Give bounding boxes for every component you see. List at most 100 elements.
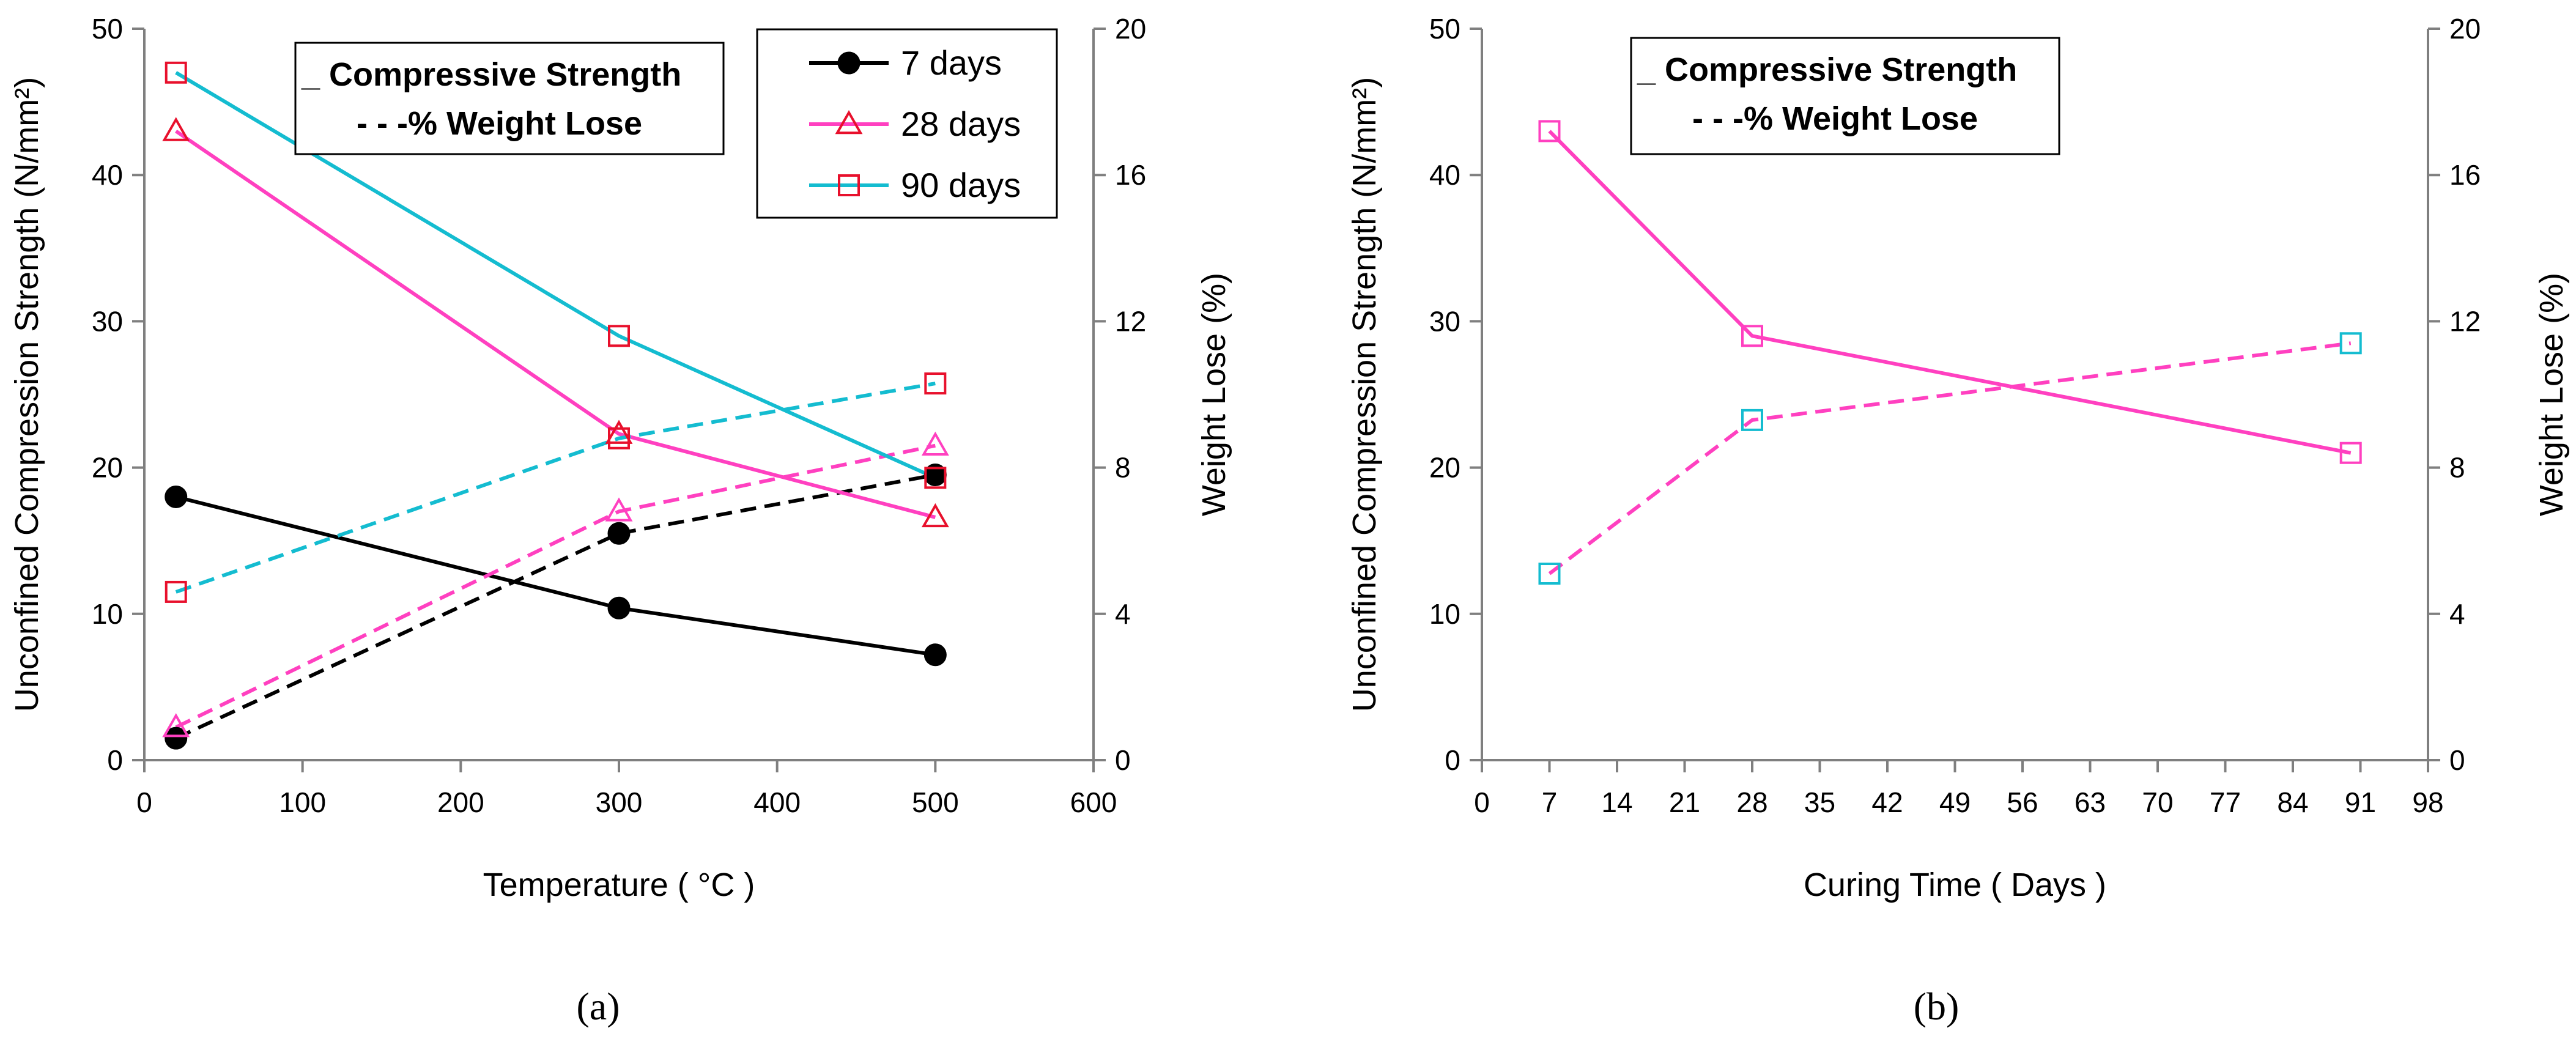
x-tick-label: 0 (1474, 786, 1490, 818)
right-y-tick-label: 8 (2449, 452, 2465, 484)
x-tick-label: 56 (2007, 786, 2038, 818)
right-y-tick-label: 16 (1115, 159, 1146, 191)
style-legend-dashed: - - -% Weight Lose (1692, 100, 1978, 137)
right-y-tick-label: 0 (1115, 744, 1131, 776)
x-tick-label: 21 (1669, 786, 1700, 818)
data-point (2339, 332, 2362, 355)
x-tick-label: 100 (279, 786, 326, 818)
left-y-tick-label: 30 (1429, 305, 1460, 337)
left-y-tick-label: 0 (107, 744, 123, 776)
style-legend-solid: _ Compressive Strength (301, 56, 681, 93)
left-y-tick-label: 50 (92, 13, 123, 45)
series-legend-box (756, 28, 1058, 219)
left-y-axis-label: Unconfined Compression Strength (N/mm²) (9, 77, 45, 712)
data-point (1538, 563, 1561, 585)
data-point (165, 61, 187, 84)
series-line (175, 443, 936, 729)
data-point (608, 325, 630, 347)
x-tick-label: 91 (2345, 786, 2376, 818)
right-y-tick-label: 4 (2449, 598, 2465, 630)
data-point (921, 503, 949, 528)
x-tick-label: 63 (2074, 786, 2106, 818)
series-line (175, 129, 936, 519)
right-y-tick-label: 0 (2449, 744, 2465, 776)
data-point (608, 427, 630, 449)
data-point (2339, 442, 2362, 464)
data-point (921, 431, 949, 456)
right-y-tick-label: 12 (2449, 305, 2481, 337)
panel-b-caption: (b) (1914, 985, 1960, 1028)
data-point (165, 580, 187, 603)
left-y-tick-label: 10 (92, 598, 123, 630)
right-y-tick-label: 20 (1115, 13, 1146, 45)
series-line (1548, 130, 2352, 455)
x-tick-label: 77 (2210, 786, 2241, 818)
x-tick-label: 400 (753, 786, 801, 818)
right-y-tick-label: 16 (2449, 159, 2481, 191)
data-point (924, 467, 947, 489)
data-point (165, 726, 188, 750)
x-tick-label: 7 (1542, 786, 1558, 818)
chart-panel-a: 0 100 200 300 400 500 60001020304050048121620T… (9, 13, 1232, 903)
legend-label: 28 days (901, 105, 1021, 143)
data-point (607, 596, 631, 619)
legend-marker (835, 109, 863, 135)
x-tick-label: 600 (1070, 786, 1117, 818)
panel-a-caption: (a) (576, 985, 620, 1028)
data-point (1538, 120, 1561, 142)
data-point (162, 713, 190, 738)
style-legend-box (1630, 37, 2060, 155)
left-y-tick-label: 30 (92, 305, 123, 337)
x-tick-label: 500 (912, 786, 959, 818)
right-y-tick-label: 20 (2449, 13, 2481, 45)
x-tick-label: 14 (1601, 786, 1632, 818)
data-point (923, 643, 947, 667)
left-y-axis-label: Unconfined Compression Strength (N/mm²) (1346, 77, 1383, 712)
x-axis-label: Curing Time ( Days ) (1804, 867, 2106, 903)
data-point (924, 372, 947, 395)
x-tick-label: 35 (1804, 786, 1835, 818)
style-legend-dashed: - - -% Weight Lose (357, 105, 642, 142)
legend-label: 90 days (901, 166, 1021, 204)
x-tick-label: 84 (2277, 786, 2308, 818)
data-point (605, 420, 633, 444)
x-tick-label: 200 (437, 786, 484, 818)
right-y-tick-label: 8 (1115, 452, 1131, 484)
right-y-tick-label: 12 (1115, 305, 1146, 337)
left-y-tick-label: 0 (1445, 744, 1460, 776)
left-y-tick-label: 40 (92, 159, 123, 191)
legend-label: 7 days (901, 43, 1002, 82)
x-tick-label: 70 (2142, 786, 2173, 818)
legend-marker (837, 51, 861, 75)
style-legend-box (294, 42, 725, 155)
right-y-axis-label: Weight Lose (%) (1196, 273, 1232, 516)
left-y-tick-label: 50 (1429, 13, 1460, 45)
x-tick-label: 0 (136, 786, 152, 818)
data-point (1741, 325, 1763, 347)
data-point (1741, 409, 1763, 431)
series-line (175, 382, 936, 594)
x-tick-label: 42 (1871, 786, 1903, 818)
left-y-tick-label: 20 (1429, 452, 1460, 484)
series-line (175, 71, 936, 480)
left-y-tick-label: 20 (92, 452, 123, 484)
x-tick-label: 300 (596, 786, 643, 818)
x-tick-label: 28 (1736, 786, 1767, 818)
right-y-tick-label: 4 (1115, 598, 1131, 630)
data-point (607, 522, 631, 545)
series-line (175, 473, 936, 740)
data-point (605, 497, 633, 522)
right-y-axis-label: Weight Lose (%) (2533, 273, 2570, 516)
series-line (1548, 341, 2352, 575)
data-point (165, 485, 188, 508)
data-point (162, 117, 190, 141)
left-y-tick-label: 10 (1429, 598, 1460, 630)
legend-marker (838, 174, 860, 196)
x-tick-label: 49 (1939, 786, 1971, 818)
style-legend-solid: _ Compressive Strength (1637, 51, 2017, 88)
left-y-tick-label: 40 (1429, 159, 1460, 191)
x-axis-label: Temperature ( °C ) (483, 867, 755, 903)
chart-panel-b: 0 7 14 21 28 35 42 49 56 63 70 77 84 91 98010203040500… (1346, 13, 2570, 903)
